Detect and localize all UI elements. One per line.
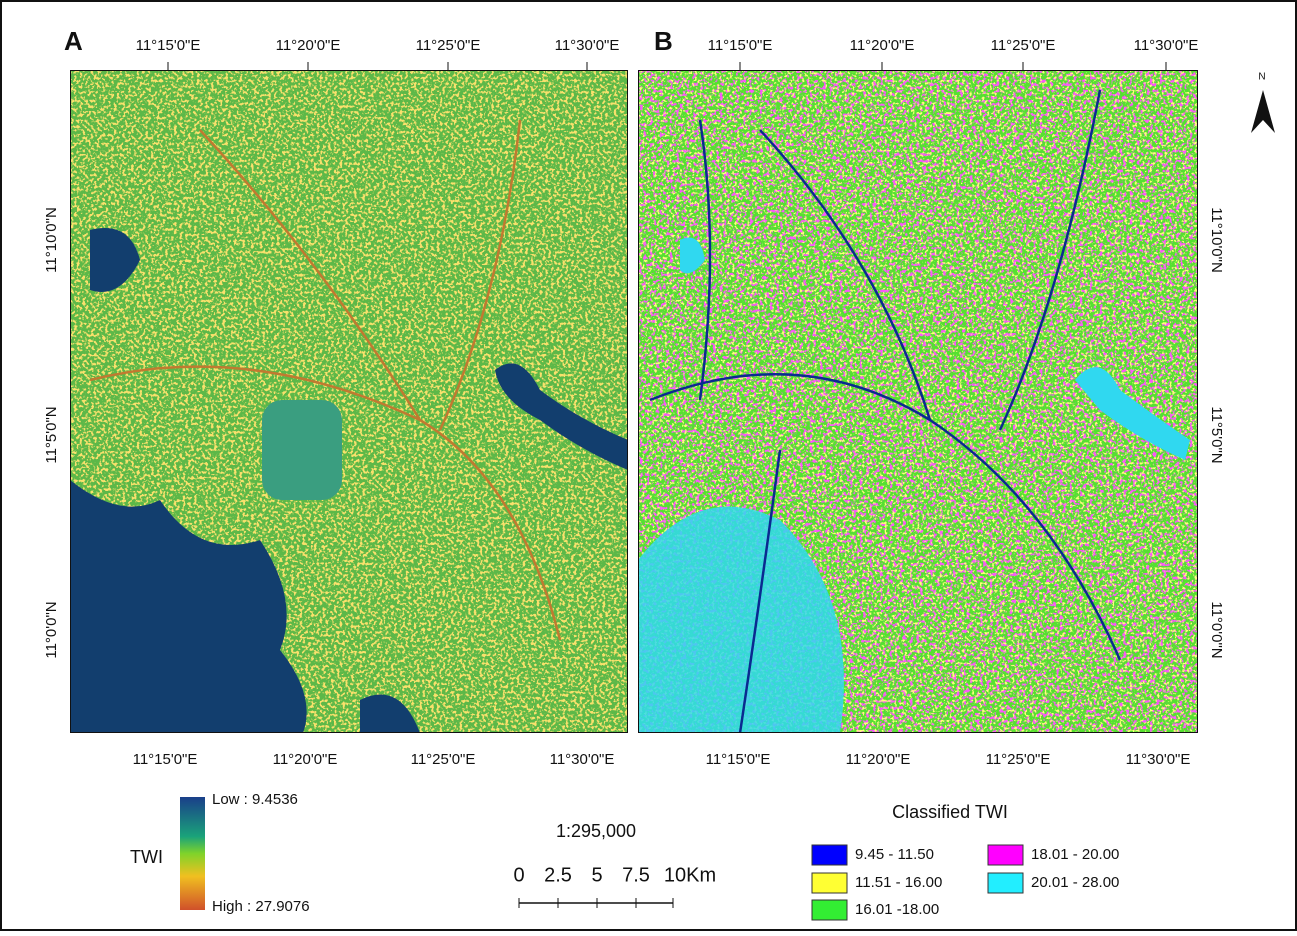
x-tick-label: 11°25'0"E xyxy=(986,751,1051,768)
x-tick-label: 11°25'0"E xyxy=(416,37,481,54)
panel-label: B xyxy=(654,26,673,56)
twi-ramp xyxy=(180,797,205,910)
x-tick-label: 11°30'0"E xyxy=(550,751,615,768)
x-tick-label: 11°30'0"E xyxy=(1126,751,1191,768)
y-tick-label: 11°0'0"N xyxy=(43,601,60,658)
legend-swatch xyxy=(811,844,848,866)
twi-title: TWI xyxy=(130,847,163,867)
legend-label: 9.45 - 11.50 xyxy=(855,846,934,863)
legend-swatch xyxy=(811,872,848,894)
x-tick-label: 11°15'0"E xyxy=(133,751,198,768)
x-tick-label: 11°15'0"E xyxy=(708,37,773,54)
panel-label: A xyxy=(64,26,83,56)
legend-label: 11.51 - 16.00 xyxy=(855,874,942,891)
legend-swatch xyxy=(987,844,1024,866)
legend-swatch xyxy=(811,899,848,921)
scale-label: 10Km xyxy=(664,864,716,886)
y-tick-label: 11°10'0"N xyxy=(1208,207,1225,273)
twi-high: High : 27.9076 xyxy=(212,898,310,915)
y-tick-label: 11°5'0"N xyxy=(1208,406,1225,463)
x-tick-label: 11°15'0"E xyxy=(706,751,771,768)
x-tick-label: 11°20'0"E xyxy=(276,37,341,54)
x-tick-label: 11°30'0"E xyxy=(555,37,620,54)
map-a xyxy=(70,70,628,733)
x-tick-label: 11°25'0"E xyxy=(411,751,476,768)
north-arrow xyxy=(1251,90,1275,133)
x-tick-label: 11°30'0"E xyxy=(1134,37,1199,54)
legend-label: 20.01 - 28.00 xyxy=(1031,874,1119,891)
scale-bar: 0 2.5 5 7.5 10Km xyxy=(513,864,716,908)
scale-label: 0 xyxy=(513,864,524,886)
north-label: N xyxy=(1258,72,1265,83)
classified-title: Classified TWI xyxy=(892,802,1008,822)
map-b xyxy=(638,70,1198,733)
coordinate-labels: 11°15'0"E 11°20'0"E 11°25'0"E 11°30'0"E 11°1… xyxy=(43,37,1225,768)
legend-label: 18.01 - 20.00 xyxy=(1031,846,1119,863)
y-tick-label: 11°5'0"N xyxy=(43,406,60,463)
x-tick-label: 11°15'0"E xyxy=(136,37,201,54)
x-tick-label: 11°20'0"E xyxy=(273,751,338,768)
y-tick-label: 11°0'0"N xyxy=(1208,601,1225,658)
legend-swatch xyxy=(987,872,1024,894)
legend-label: 16.01 -18.00 xyxy=(855,901,939,918)
classified-legend: 9.45 - 11.50 11.51 - 16.00 16.01 -18.00 18.… xyxy=(811,844,1119,921)
x-tick-label: 11°20'0"E xyxy=(850,37,915,54)
twi-low: Low : 9.4536 xyxy=(212,791,298,808)
y-tick-label: 11°10'0"N xyxy=(43,207,60,273)
scale-label: 7.5 xyxy=(622,864,650,886)
x-tick-label: 11°25'0"E xyxy=(991,37,1056,54)
scale-ratio: 1:295,000 xyxy=(556,821,636,841)
x-tick-label: 11°20'0"E xyxy=(846,751,911,768)
scale-label: 5 xyxy=(591,864,602,886)
scale-label: 2.5 xyxy=(544,864,572,886)
